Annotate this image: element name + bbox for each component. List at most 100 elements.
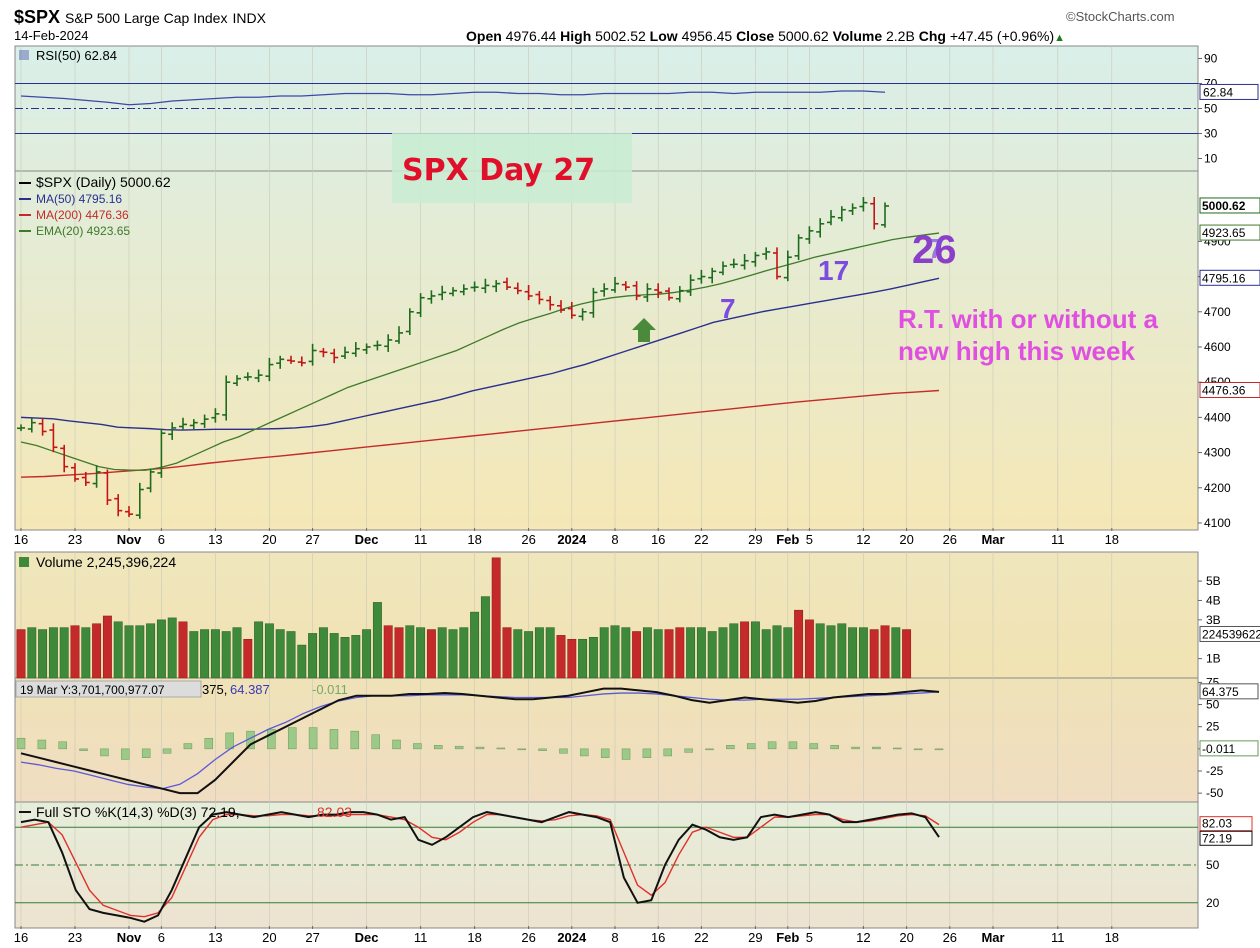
volume-bar	[167, 617, 177, 679]
volume-bar	[686, 627, 696, 679]
volume-bar	[70, 625, 80, 679]
macd-histogram-bar	[16, 737, 26, 750]
macd-histogram-bar	[580, 748, 589, 757]
volume-bar	[804, 619, 814, 679]
price-legend-entry: EMA(20) 4923.65	[36, 224, 130, 238]
macd-histogram-bar	[183, 743, 193, 750]
sto-y-tick-label: 20	[1206, 896, 1220, 910]
close-value: 5000.62	[778, 28, 829, 44]
date-tick-label: 22	[694, 930, 708, 945]
exchange: INDX	[232, 10, 266, 26]
macd-right-label-line: 64.375	[1202, 685, 1239, 699]
price-y-tick-label: 4300	[1204, 446, 1231, 460]
symbol: $SPX	[14, 7, 61, 27]
macd-histogram-bar	[37, 739, 47, 750]
date-axis-band-top	[0, 534, 1260, 550]
macd-histogram-bar	[767, 741, 777, 750]
date-tick-label: 26	[521, 930, 535, 945]
macd-histogram-bar	[371, 734, 380, 750]
price-right-label: 4795.16	[1202, 271, 1246, 285]
macd-histogram-bar	[913, 748, 923, 751]
volume-bar	[16, 629, 26, 679]
volume-bar	[545, 627, 555, 679]
date-tick-label: 22	[694, 532, 708, 547]
index-name: S&P 500 Large Cap Index	[65, 10, 228, 26]
volume-bar	[405, 625, 415, 679]
sto-k-right-label: 72.19	[1202, 831, 1232, 845]
volume-bar	[470, 611, 480, 679]
volume-label: Volume	[832, 28, 883, 44]
date-tick-label: 6	[158, 532, 165, 547]
date-tick-label: 27	[305, 532, 319, 547]
rsi-legend: RSI(50) 62.84	[36, 48, 117, 63]
volume-bar	[146, 623, 156, 679]
volume-bar	[232, 627, 242, 679]
date-tick-label: 6	[158, 930, 165, 945]
annotation-box	[392, 133, 632, 203]
volume-bar	[308, 633, 318, 679]
volume-bar	[750, 621, 760, 679]
date-tick-label: 27	[305, 930, 319, 945]
price-legend-entry: $SPX (Daily) 5000.62	[36, 174, 171, 190]
macd-histogram-bar	[413, 743, 422, 750]
rsi-y-tick-label: 30	[1204, 127, 1218, 141]
macd-legend-value-b: 64.387	[230, 682, 270, 697]
volume-bar	[394, 627, 404, 679]
volume-bar	[653, 629, 663, 679]
rsi-y-tick-label: 90	[1204, 52, 1218, 66]
volume-legend: Volume 2,245,396,224	[36, 554, 176, 570]
annotation-day-label: SPX Day 27	[402, 153, 595, 188]
date-tick-label: 5	[806, 930, 813, 945]
volume-bar	[200, 629, 210, 679]
date-tick-label: 26	[521, 532, 535, 547]
volume-bar	[794, 609, 804, 679]
volume-bar	[135, 625, 145, 679]
volume-bar	[513, 629, 523, 679]
volume-value: 2.2B	[886, 28, 915, 44]
volume-bar	[718, 627, 728, 679]
volume-bar	[772, 625, 782, 679]
price-y-tick-label: 4100	[1204, 516, 1231, 530]
volume-bar	[81, 627, 91, 679]
macd-histogram-bar	[746, 743, 756, 750]
volume-bar	[599, 627, 609, 679]
date-tick-label: 13	[208, 930, 222, 945]
sto-d-label-box	[1199, 816, 1253, 832]
macd-histogram-bar	[308, 727, 318, 750]
date-tick-label: 8	[611, 532, 618, 547]
price-legend-entry: MA(50) 4795.16	[36, 192, 122, 206]
volume-bar	[48, 627, 58, 679]
macd-histogram-bar	[58, 741, 67, 750]
macd-histogram-bar	[872, 746, 881, 750]
price-right-label-box	[1199, 381, 1260, 398]
date-tick-label: 20	[262, 930, 276, 945]
volume-bar	[729, 623, 739, 679]
date-tick-label: 18	[467, 930, 481, 945]
date-tick-label: 16	[14, 532, 28, 547]
volume-y-tick-label: 5B	[1206, 574, 1221, 588]
volume-bar	[383, 625, 393, 679]
macd-legend-value-a: 375,	[202, 682, 227, 697]
volume-bar	[92, 623, 102, 679]
volume-bar	[437, 627, 447, 679]
volume-bar	[524, 631, 534, 679]
date-tick-label: 13	[208, 532, 222, 547]
volume-y-tick-label: 1B	[1206, 652, 1221, 666]
macd-histogram-bar	[100, 748, 109, 757]
price-y-tick-label: 4600	[1204, 340, 1231, 354]
volume-bar	[761, 629, 771, 679]
macd-right-label-histogram: -0.011	[1202, 742, 1235, 756]
crosshair-tooltip-box	[15, 680, 202, 698]
volume-bar	[826, 625, 836, 679]
sto-d-right-label: 82.03	[1202, 817, 1232, 831]
date-tick-label: Feb	[776, 532, 799, 547]
macd-histogram-bar	[538, 748, 547, 751]
price-right-label-box	[1199, 269, 1260, 286]
date-tick-label: 11	[1051, 532, 1065, 547]
macd-histogram-bar	[934, 748, 944, 751]
rsi-y-tick-label: 50	[1204, 102, 1218, 116]
macd-histogram-bar	[392, 739, 401, 750]
high-value: 5002.52	[595, 28, 646, 44]
macd-histogram-bar	[496, 747, 506, 750]
copyright-icon: ©	[1066, 9, 1076, 24]
